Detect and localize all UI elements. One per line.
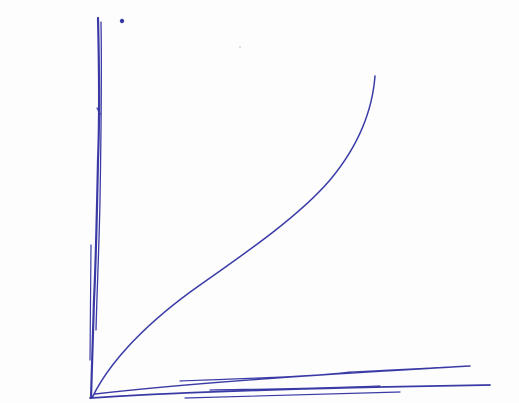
- growth-curve: [91, 75, 376, 399]
- x-axis-line: [89, 365, 491, 399]
- y-axis-line: [89, 16, 103, 400]
- ink-speck: [239, 46, 241, 48]
- ink-dot: [119, 18, 125, 24]
